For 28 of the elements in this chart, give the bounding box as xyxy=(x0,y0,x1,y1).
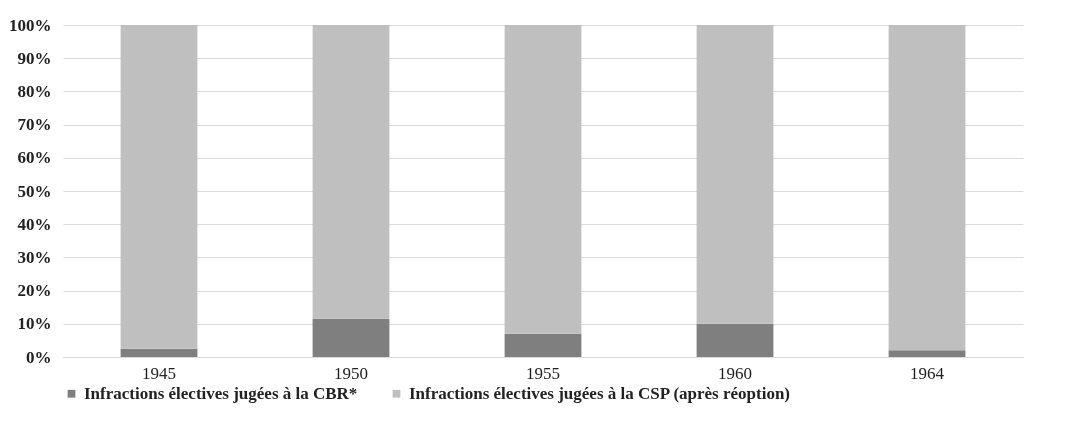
legend-label: Infractions électives jugées à la CBR* xyxy=(84,383,358,403)
legend-label: Infractions électives jugées à la CSP (après réoption) xyxy=(409,383,791,403)
bar xyxy=(696,323,774,357)
y-tick-label: 100% xyxy=(9,15,52,35)
bar xyxy=(312,318,390,357)
y-tick-label: 90% xyxy=(17,48,52,68)
y-tick-label: 50% xyxy=(17,181,52,201)
bar xyxy=(888,25,966,351)
bar xyxy=(120,25,198,349)
bar xyxy=(312,25,390,319)
y-tick-label: 0% xyxy=(26,347,52,367)
y-tick-label: 30% xyxy=(17,247,52,267)
x-tick-label: 1960 xyxy=(718,363,752,383)
x-tick-label: 1945 xyxy=(142,363,176,383)
bar xyxy=(120,348,198,357)
bar xyxy=(696,25,774,324)
bar xyxy=(888,350,966,357)
y-tick-label: 40% xyxy=(17,214,52,234)
y-tick-label: 20% xyxy=(17,281,52,301)
y-tick-label: 80% xyxy=(17,81,52,101)
y-tick-label: 10% xyxy=(17,314,52,334)
x-tick-label: 1955 xyxy=(526,363,560,383)
y-tick-label: 70% xyxy=(17,115,52,135)
x-tick-label: 1950 xyxy=(334,363,368,383)
bar xyxy=(504,333,582,357)
bar xyxy=(504,25,582,334)
y-tick-label: 60% xyxy=(17,148,52,168)
x-tick-label: 1964 xyxy=(910,363,945,383)
